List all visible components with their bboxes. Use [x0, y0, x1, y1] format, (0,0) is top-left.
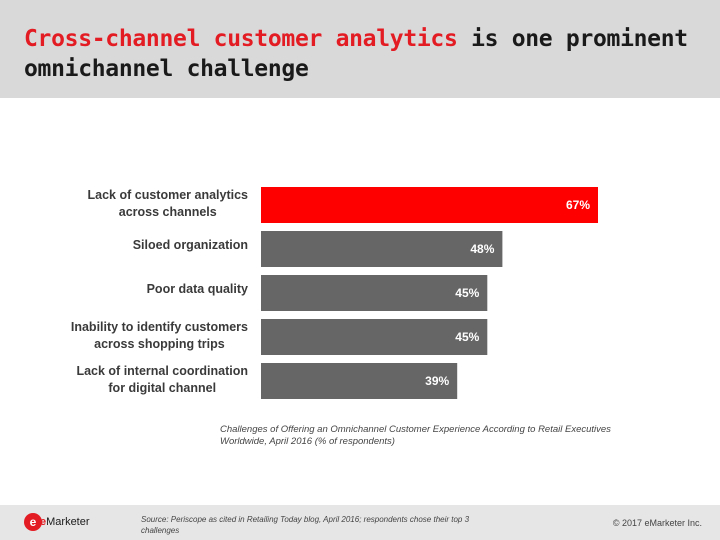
- header-band: [0, 0, 720, 98]
- value-label-2: 45%: [455, 286, 479, 300]
- logo-text-e: e: [40, 516, 47, 528]
- copyright: © 2017 eMarketer Inc.: [612, 518, 702, 528]
- title-rest: is one prominent omnichannel challenge: [24, 26, 688, 82]
- value-label-0: 67%: [566, 198, 590, 212]
- bar-chart: 67% 48% 45% 45% 39%: [261, 187, 598, 399]
- chart-caption: Challenges of Offering an Omnichannel Cu…: [220, 424, 611, 447]
- emarketer-logo-mark: e: [24, 513, 42, 531]
- title-highlight: Cross-channel customer analytics: [24, 26, 458, 52]
- logo-text-rest: Marketer: [46, 516, 90, 528]
- category-label-4: Lack of internal coordination for digital…: [76, 364, 248, 395]
- slide-title: Cross-channel customer analytics is one …: [24, 24, 704, 84]
- value-label-4: 39%: [425, 374, 449, 388]
- bar-3: [261, 319, 488, 355]
- category-label-0: Lack of customer analytics across channel…: [87, 188, 248, 219]
- category-label-2: Poor data quality: [146, 281, 248, 296]
- footer-band: [0, 505, 720, 540]
- bar-0: [261, 187, 598, 223]
- category-label-3: Inability to identify customers across sh…: [70, 320, 248, 351]
- bar-2: [261, 275, 488, 311]
- bar-4: [261, 363, 458, 399]
- value-label-1: 48%: [470, 242, 494, 256]
- value-label-3: 45%: [455, 330, 479, 344]
- category-label-1: Siloed organization: [132, 237, 248, 252]
- source-note: Source: Periscope as cited in Retailing …: [141, 515, 470, 535]
- emarketer-logo-text: eMarketer: [40, 515, 90, 529]
- bar-1: [261, 231, 503, 267]
